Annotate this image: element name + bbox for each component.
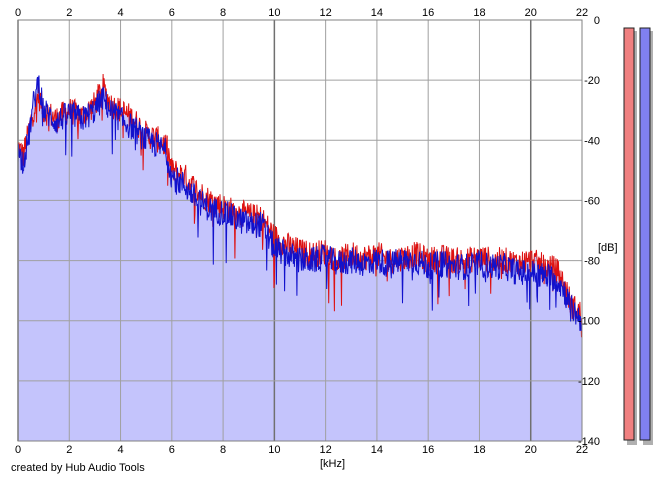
y-tick-label: -40 [584, 135, 600, 147]
series-blue-line [17, 75, 583, 331]
x-tick-label-bottom: 2 [66, 444, 72, 456]
level-meter [623, 27, 635, 441]
x-tick-label-bottom: 4 [117, 444, 123, 456]
x-tick-label-top: 8 [220, 7, 226, 19]
y-tick-label: -20 [584, 75, 600, 87]
x-tick-label-top: 12 [320, 7, 332, 19]
x-axis-bottom-tick-labels: 0 2 4 6 8 10 12 14 16 18 20 22 [15, 444, 588, 456]
x-tick-label-bottom: 22 [576, 444, 588, 456]
plot-border [17, 19, 583, 442]
x-tick-label-bottom: 8 [220, 444, 226, 456]
x-tick-label-top: 10 [268, 7, 280, 19]
y-axis-label: [dB] [598, 242, 618, 254]
y-tick-label: 0 [594, 15, 600, 27]
y-tick-label: -140 [578, 436, 600, 448]
series-lines [17, 73, 583, 338]
y-tick-label: -60 [584, 195, 600, 207]
y-tick-label: -120 [578, 376, 600, 388]
x-tick-label-top: 6 [169, 7, 175, 19]
credit-text: created by Hub Audio Tools [11, 462, 145, 474]
x-tick-label-top: 2 [66, 7, 72, 19]
x-tick-label-bottom: 0 [15, 444, 21, 456]
y-tick-label: -80 [584, 256, 600, 268]
x-tick-label-bottom: 14 [371, 444, 383, 456]
x-tick-label-top: 18 [473, 7, 485, 19]
x-tick-label-bottom: 12 [320, 444, 332, 456]
x-tick-label-bottom: 20 [525, 444, 537, 456]
x-tick-label-top: 20 [525, 7, 537, 19]
plot-frame [17, 19, 583, 442]
x-tick-label-bottom: 10 [268, 444, 280, 456]
spectrum-area [18, 74, 582, 441]
y-axis-tick-labels: 0 -20 -40 -60 -80 -100 -120 -140 [578, 15, 600, 448]
y-tick-label: -100 [578, 316, 600, 328]
level-meter [639, 27, 651, 441]
x-tick-label-top: 0 [15, 7, 21, 19]
spectrum-fill [18, 74, 582, 441]
x-tick-label-top: 22 [576, 7, 588, 19]
x-axis-label: [kHz] [320, 458, 345, 470]
x-tick-label-bottom: 16 [422, 444, 434, 456]
x-tick-label-bottom: 18 [473, 444, 485, 456]
x-tick-label-top: 14 [371, 7, 383, 19]
x-tick-label-top: 4 [117, 7, 123, 19]
x-axis-top-tick-labels: 0 2 4 6 8 10 12 14 16 18 20 22 [15, 7, 588, 19]
x-tick-label-bottom: 6 [169, 444, 175, 456]
level-meters [623, 27, 653, 445]
x-tick-label-top: 16 [422, 7, 434, 19]
